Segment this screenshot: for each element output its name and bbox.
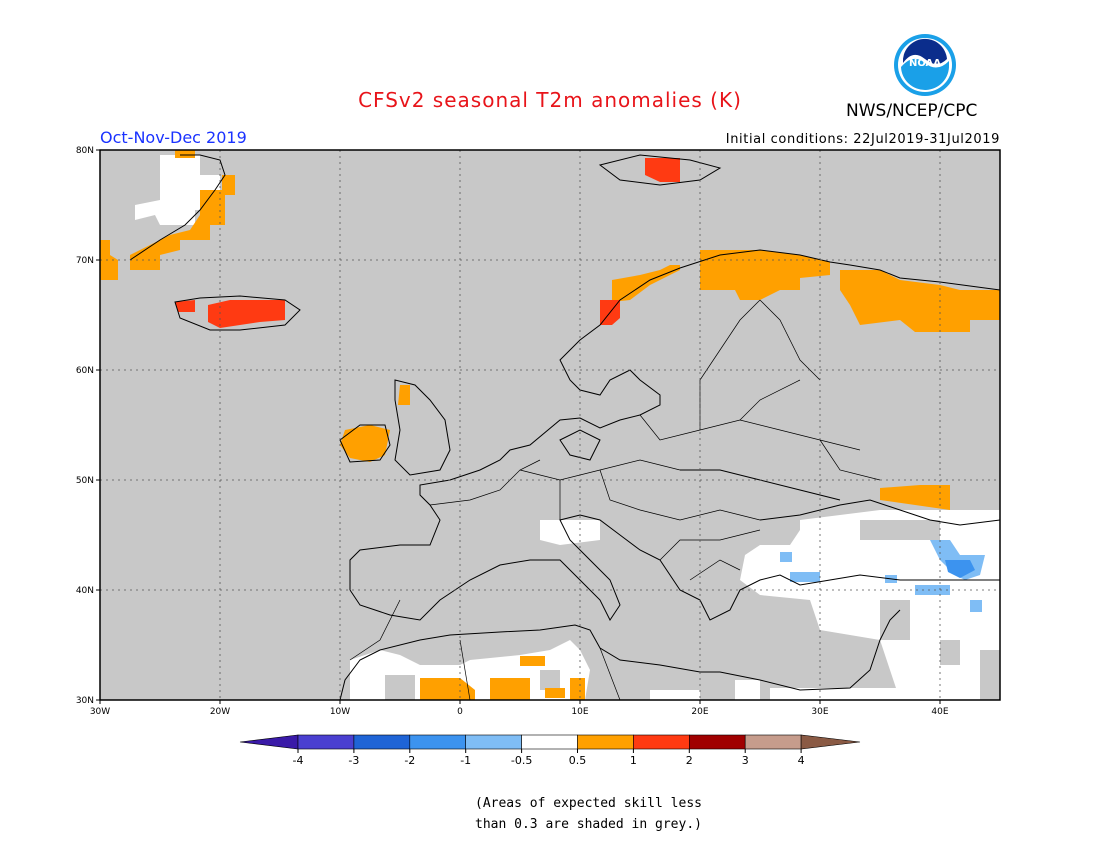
colorbar-swatch bbox=[353, 734, 411, 750]
chart-title: CFSv2 seasonal T2m anomalies (K) bbox=[358, 88, 742, 112]
colorbar-label: 1 bbox=[630, 754, 637, 767]
skill-note-line-2: than 0.3 are shaded in grey.) bbox=[475, 817, 702, 832]
longitude-axis: 30W 20W 10W 0 10E 20E 30E 40E bbox=[90, 700, 949, 717]
colorbar-label: 2 bbox=[686, 754, 693, 767]
cool-regions-medium bbox=[945, 560, 975, 578]
lon-tick-label: 40E bbox=[931, 707, 948, 717]
colorbar-label: -1 bbox=[460, 754, 471, 767]
season-label: Oct-Nov-Dec 2019 bbox=[100, 128, 247, 147]
initial-conditions-label: Initial conditions: 22Jul2019-31Jul2019 bbox=[725, 132, 1000, 147]
colorbar-swatch bbox=[744, 734, 802, 750]
colorbar-label: 0.5 bbox=[569, 754, 587, 767]
colorbar-label: 3 bbox=[742, 754, 749, 767]
map-frame bbox=[99, 149, 1001, 701]
low-skill-patches bbox=[385, 520, 1000, 700]
lon-tick-label: 30E bbox=[811, 707, 828, 717]
colorbar-swatch bbox=[577, 734, 634, 750]
lat-tick-label: 30N bbox=[76, 696, 94, 706]
lat-tick-label: 50N bbox=[76, 476, 94, 486]
colorbar-high-arrow bbox=[800, 734, 861, 750]
colorbar-swatch bbox=[521, 734, 578, 750]
coastlines bbox=[129, 154, 1001, 701]
colorbar-label: 4 bbox=[798, 754, 805, 767]
skill-note: (Areas of expected skill less than 0.3 a… bbox=[475, 793, 735, 835]
colorbar-swatch bbox=[409, 734, 466, 750]
lat-tick-label: 60N bbox=[76, 366, 94, 376]
lon-tick-label: 20W bbox=[210, 707, 230, 717]
lat-tick-label: 80N bbox=[76, 146, 94, 156]
lat-tick-label: 40N bbox=[76, 586, 94, 596]
latitude-axis: 80N 70N 60N 50N 40N 30N bbox=[76, 146, 100, 706]
colorbar-label: -3 bbox=[348, 754, 359, 767]
lon-tick-label: 30W bbox=[90, 707, 110, 717]
colorbar: -4 -3 -2 -1 -0.5 0.5 1 2 3 4 bbox=[239, 734, 861, 767]
warm-regions bbox=[100, 150, 1000, 700]
lon-tick-label: 20E bbox=[691, 707, 708, 717]
colorbar-label: -4 bbox=[293, 754, 304, 767]
lon-tick-label: 0 bbox=[457, 707, 463, 717]
colorbar-label: -2 bbox=[404, 754, 415, 767]
colorbar-swatch bbox=[688, 734, 746, 750]
lon-tick-label: 10W bbox=[330, 707, 350, 717]
skill-note-line-1: (Areas of expected skill less bbox=[475, 796, 702, 811]
lat-tick-label: 70N bbox=[76, 256, 94, 266]
colorbar-label: -0.5 bbox=[511, 754, 532, 767]
lon-tick-label: 10E bbox=[571, 707, 588, 717]
colorbar-swatch bbox=[633, 734, 690, 750]
colorbar-swatch bbox=[297, 734, 355, 750]
svg-text:NOAA: NOAA bbox=[909, 58, 941, 69]
noaa-logo-icon: NOAA bbox=[894, 34, 956, 96]
agency-label: NWS/NCEP/CPC bbox=[846, 101, 978, 121]
colorbar-low-arrow bbox=[239, 734, 299, 750]
graticule bbox=[100, 150, 1000, 700]
colorbar-swatch bbox=[465, 734, 522, 750]
